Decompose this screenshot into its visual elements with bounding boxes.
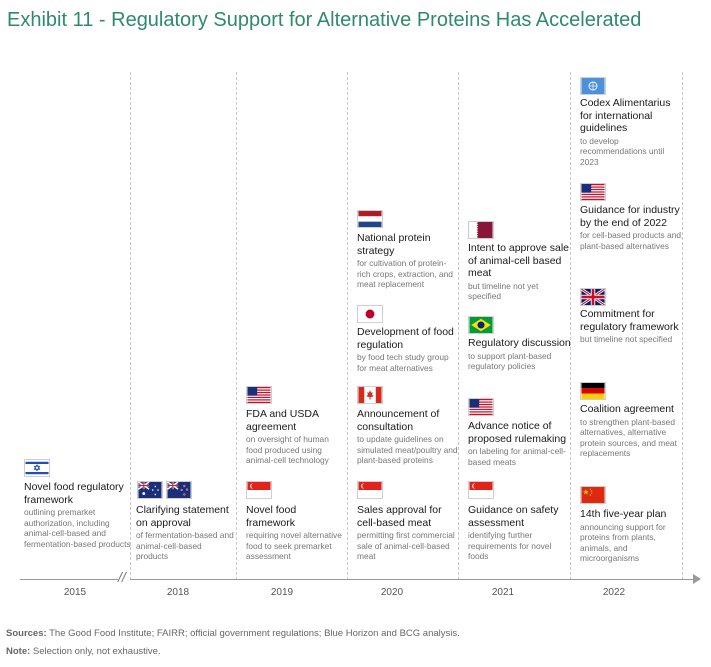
item-description: to update guidelines on simulated meat/p… (357, 434, 458, 466)
item-description: outlining premarket authorization, inclu… (24, 507, 131, 549)
item-title: Codex Alimentarius for international gui… (580, 97, 671, 134)
timeline-item: Announcement of consultation to update g… (357, 408, 459, 466)
timeline-item: Regulatory discussion to support plant-b… (468, 337, 572, 372)
column-divider (458, 72, 459, 580)
item-description: by food tech study group for meat altern… (357, 352, 449, 373)
item-title: Commitment for regulatory framework (580, 308, 679, 333)
year-label: 2019 (270, 587, 294, 598)
sources-note: Sources: The Good Food Institute; FAIRR;… (6, 628, 460, 639)
timeline-item: Intent to approve sale of animal-cell ba… (468, 242, 572, 302)
canada-flag-icon (357, 386, 383, 404)
timeline-item: Commitment for regulatory framework but … (580, 308, 684, 345)
year-label: 2018 (166, 587, 190, 598)
timeline-item: Codex Alimentarius for international gui… (580, 97, 684, 167)
singapore-flag-icon (357, 481, 383, 499)
note-text: Selection only, not exhaustive. (30, 646, 161, 657)
israel-flag-icon (24, 459, 50, 477)
note-label: Note: (6, 646, 31, 657)
timeline-item: Guidance for industry by the end of 2022… (580, 204, 684, 251)
sources-text: The Good Food Institute; FAIRR; official… (46, 628, 460, 639)
year-label: 2020 (380, 587, 404, 598)
item-title: Sales approval for cell-based meat (357, 504, 442, 529)
item-title: Clarifying statement on approval (136, 504, 229, 529)
timeline-item: FDA and USDA agreement on oversight of h… (246, 408, 346, 466)
item-description: for cultivation of protein-rich crops, e… (357, 258, 453, 290)
singapore-flag-icon (468, 481, 494, 499)
item-description: on labeling for animal-cell-based meats (468, 446, 566, 467)
timeline-item: Clarifying statement on approval of ferm… (136, 504, 236, 562)
timeline-item: Coalition agreement to strengthen plant-… (580, 403, 686, 459)
timeline-item: Sales approval for cell-based meat permi… (357, 504, 459, 562)
new-zealand-flag-icon (166, 481, 192, 499)
item-title: National protein strategy (357, 232, 431, 257)
timeline-item: Development of food regulation by food t… (357, 326, 459, 373)
item-title: Intent to approve sale of animal-cell ba… (468, 242, 569, 279)
timeline-arrow-icon (693, 574, 701, 584)
item-title: Development of food regulation (357, 326, 454, 351)
column-divider (682, 72, 683, 580)
column-divider (570, 72, 571, 580)
timeline-item: Guidance on safety assessment identifyin… (468, 504, 572, 562)
column-divider (130, 72, 131, 580)
item-title: Novel food regulatory framework (24, 481, 124, 506)
column-divider (236, 72, 237, 580)
sources-label: Sources: (6, 628, 47, 639)
japan-flag-icon (357, 305, 383, 323)
timeline-item: Novel food framework requiring novel alt… (246, 504, 346, 562)
year-label: 2015 (63, 587, 87, 598)
axis-break-mark: // (118, 569, 130, 586)
timeline-item: Advance notice of proposed rulemaking on… (468, 420, 572, 467)
timeline-axis (20, 579, 697, 580)
item-description: to develop recommendations until 2023 (580, 135, 665, 167)
brazil-flag-icon (468, 316, 494, 334)
australia-flag-icon (137, 481, 163, 499)
china-flag-icon (580, 486, 606, 504)
item-title: Announcement of consultation (357, 408, 440, 433)
timeline-item: National protein strategy for cultivatio… (357, 232, 459, 290)
uk-flag-icon (580, 288, 606, 306)
item-description: to support plant-based regulatory polici… (468, 350, 552, 372)
usa-flag-icon (468, 398, 494, 416)
germany-flag-icon (580, 382, 606, 400)
timeline-item: Novel food regulatory framework outlinin… (24, 481, 132, 549)
item-description: to strengthen plant-based alternatives, … (580, 416, 677, 459)
un-flag-icon (580, 77, 606, 95)
usa-flag-icon (580, 183, 606, 201)
item-title: 14th five-year plan (580, 508, 667, 520)
item-title: Novel food framework (246, 504, 297, 529)
column-divider (347, 72, 348, 580)
item-description: of fermentation-based and animal-cell-ba… (136, 530, 234, 562)
item-title: Guidance for industry by the end of 2022 (580, 204, 680, 229)
item-description: requiring novel alternative food to seek… (246, 530, 342, 562)
item-description: identifying further requirements for nov… (468, 530, 552, 562)
item-title: Coalition agreement (580, 403, 674, 415)
netherlands-flag-icon (357, 210, 383, 228)
item-title: Regulatory discussion (468, 337, 571, 349)
item-title: Advance notice of proposed rulemaking (468, 420, 567, 445)
item-description: but timeline not yet specified (468, 280, 539, 302)
item-description: announcing support for proteins from pla… (580, 521, 666, 564)
item-description: for cell-based products and plant-based … (580, 230, 682, 251)
exhibit-title: Exhibit 11 - Regulatory Support for Alte… (7, 9, 642, 31)
item-description: on oversight of human food produced usin… (246, 434, 329, 466)
usa-flag-icon (246, 386, 272, 404)
item-description: permitting first commercial sale of anim… (357, 530, 455, 562)
year-label: 2022 (602, 587, 626, 598)
selection-note: Note: Selection only, not exhaustive. (6, 646, 161, 657)
timeline-item: 14th five-year plan announcing support f… (580, 508, 684, 564)
singapore-flag-icon (246, 481, 272, 499)
item-description: but timeline not specified (580, 334, 673, 344)
item-title: Guidance on safety assessment (468, 504, 559, 529)
item-title: FDA and USDA agreement (246, 408, 319, 433)
year-label: 2021 (491, 587, 515, 598)
qatar-flag-icon (468, 221, 494, 239)
